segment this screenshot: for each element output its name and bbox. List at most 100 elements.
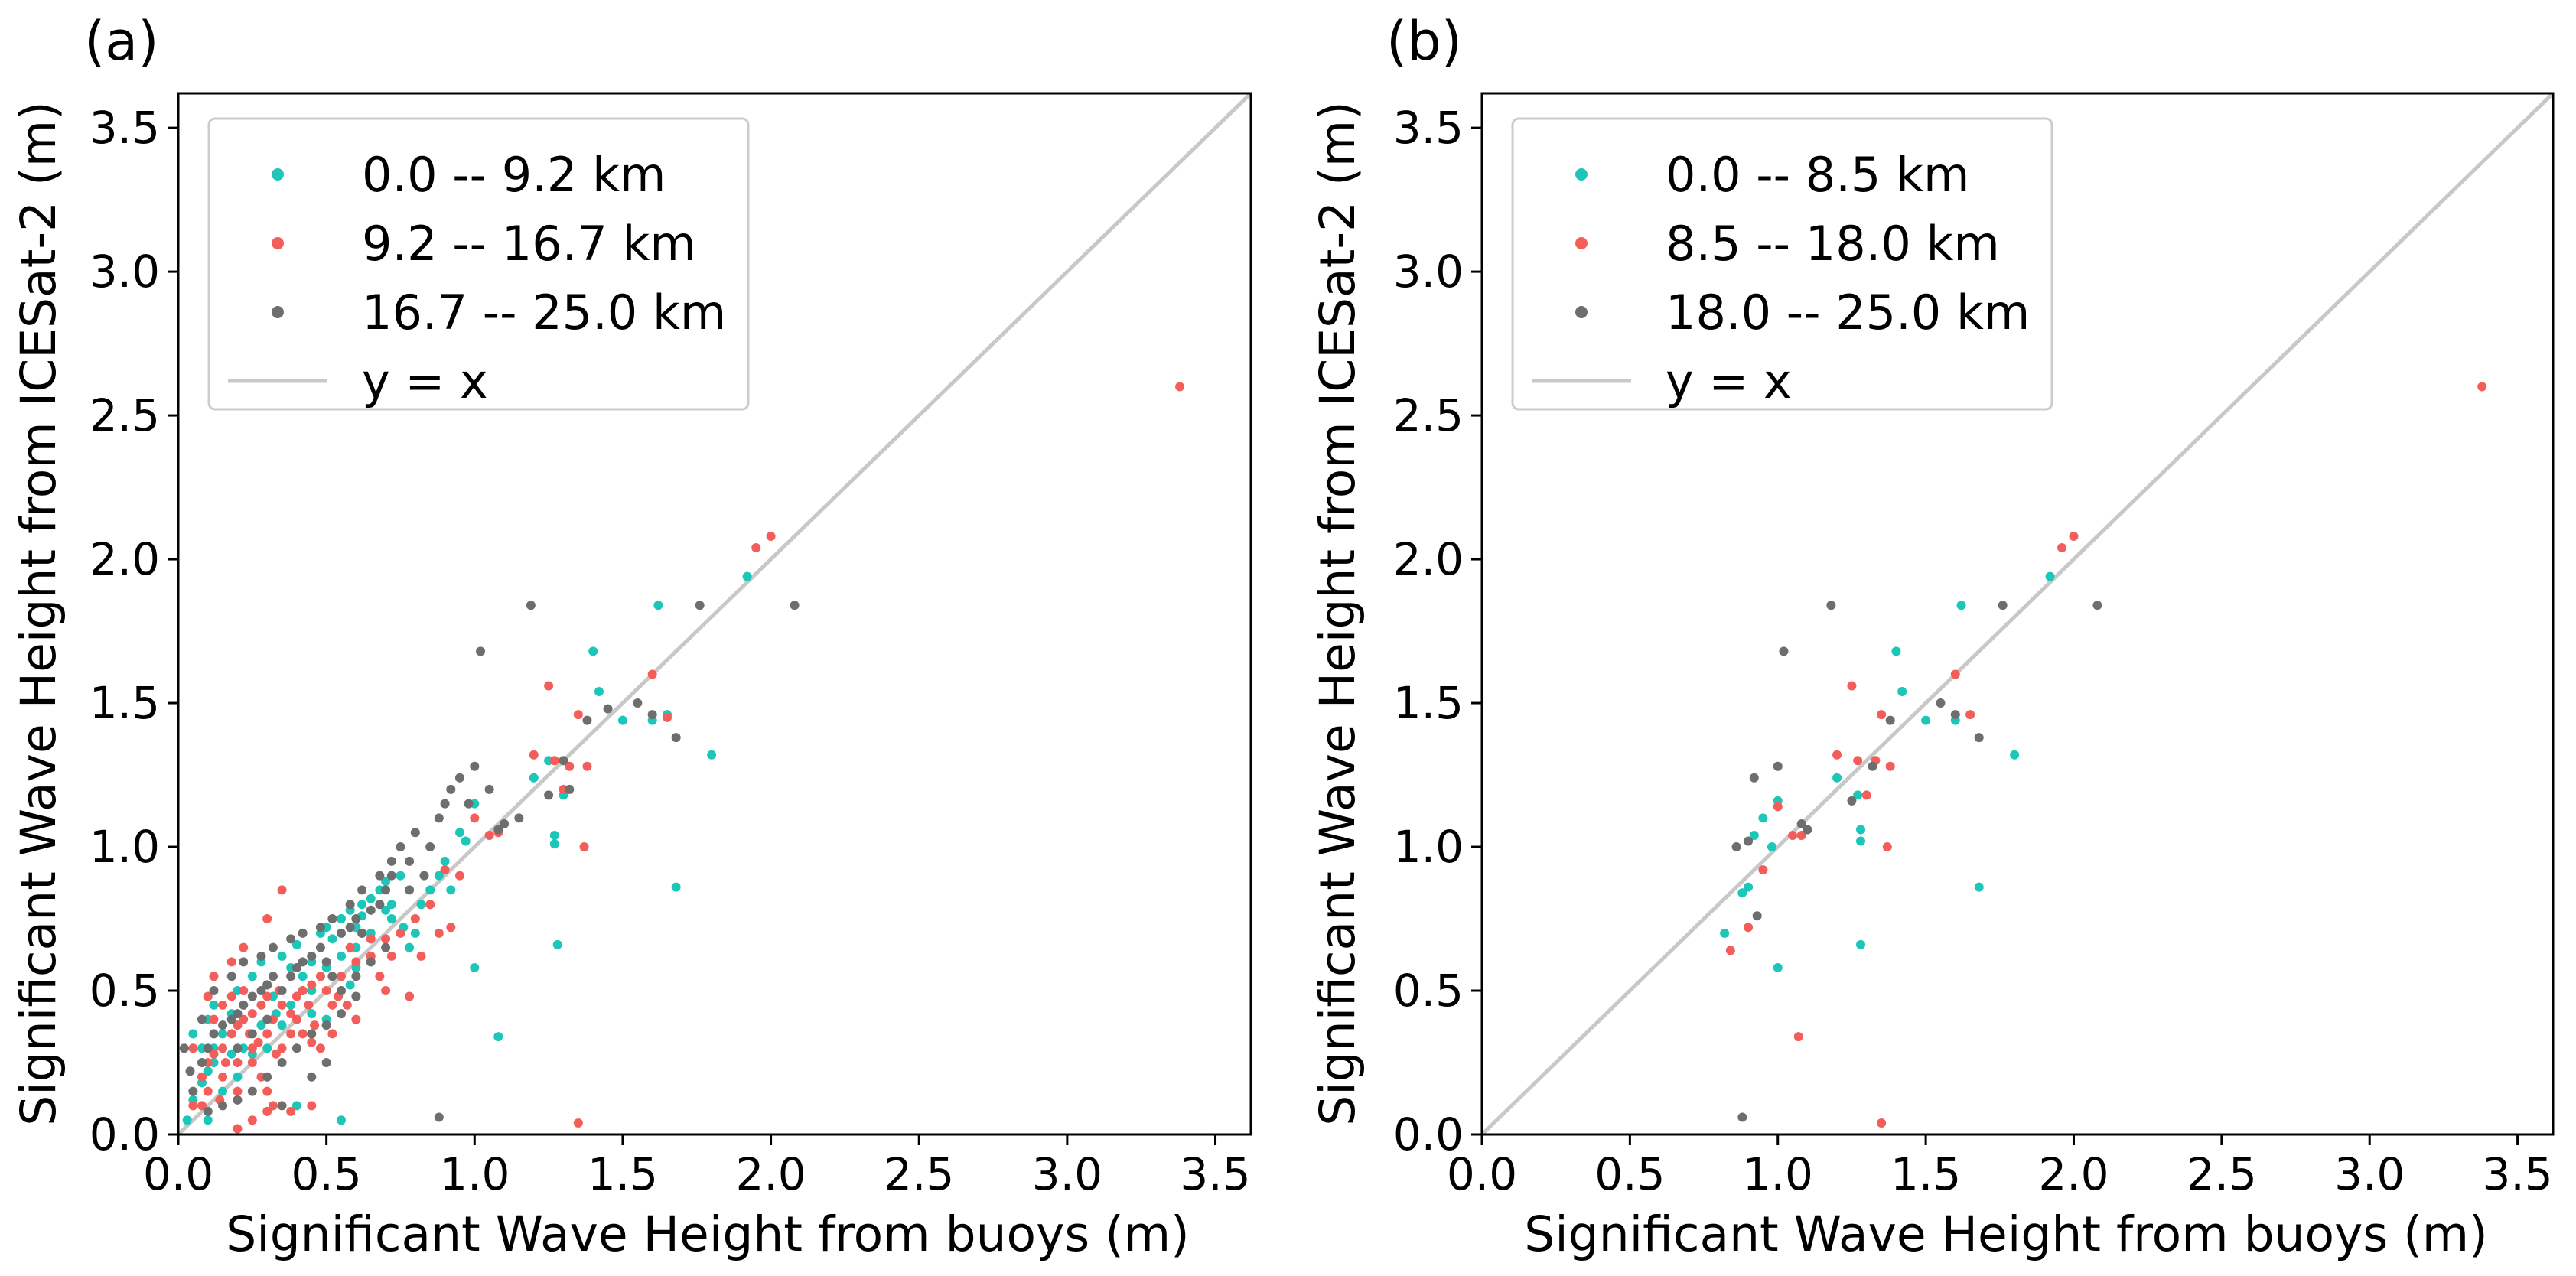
scatter-point-a-s2-17 <box>315 942 325 952</box>
scatter-point-b-s1-13 <box>1882 842 1892 852</box>
scatter-point-a-s1-40 <box>298 1029 308 1039</box>
scatter-point-a-s2-87 <box>307 1072 317 1082</box>
scatter-point-a-s1-66 <box>573 1118 583 1128</box>
scatter-point-a-s1-91 <box>307 1101 317 1111</box>
scatter-point-a-s1-25 <box>226 991 236 1001</box>
scatter-point-a-s1-16 <box>307 980 317 990</box>
scatter-point-a-s2-92 <box>179 1043 189 1053</box>
scatter-point-a-s2-49 <box>647 710 657 720</box>
scatter-point-a-s1-9 <box>256 1000 266 1010</box>
scatter-point-a-s1-20 <box>233 1058 243 1068</box>
scatter-point-a-s0-67 <box>386 914 396 924</box>
scatter-point-a-s1-17 <box>315 972 325 981</box>
scatter-point-a-s0-88 <box>461 836 471 846</box>
scatter-point-a-s0-30 <box>386 900 396 910</box>
scatter-point-a-s2-43 <box>544 790 554 800</box>
scatter-point-b-s1-19 <box>2069 531 2079 541</box>
y-tick-label-b-5: 2.5 <box>1393 389 1464 441</box>
scatter-point-b-s0-5 <box>1767 842 1777 852</box>
scatter-point-b-s1-17 <box>1965 710 1975 720</box>
scatter-point-a-s2-63 <box>337 986 347 996</box>
scatter-point-a-s2-83 <box>464 799 474 809</box>
scatter-point-a-s2-55 <box>218 1101 228 1111</box>
scatter-point-a-s1-95 <box>271 1049 281 1059</box>
scatter-point-a-s1-7 <box>239 1014 249 1024</box>
scatter-point-a-s2-20 <box>337 928 347 938</box>
scatter-point-a-s1-22 <box>262 1029 272 1039</box>
scatter-point-a-s2-10 <box>262 980 272 990</box>
scatter-point-a-s1-100 <box>416 951 426 961</box>
x-tick-label-b-2: 1.0 <box>1743 1148 1813 1200</box>
scatter-point-a-s2-47 <box>603 704 613 714</box>
scatter-point-a-s2-37 <box>476 646 486 656</box>
scatter-point-a-s1-59 <box>544 681 554 691</box>
scatter-point-a-s2-72 <box>268 942 278 952</box>
scatter-point-a-s0-73 <box>286 1000 296 1010</box>
scatter-point-b-s1-4 <box>1788 830 1798 840</box>
scatter-point-b-s0-13 <box>1891 646 1901 656</box>
scatter-point-a-s2-16 <box>307 951 317 961</box>
x-tick-label-b-4: 2.0 <box>2038 1148 2109 1200</box>
y-tick-label-b-3: 1.5 <box>1393 677 1464 729</box>
scatter-point-a-s2-29 <box>405 856 415 866</box>
axes-frame-b <box>1480 92 2555 1136</box>
y-tick-label-b-4: 2.0 <box>1393 533 1464 585</box>
scatter-point-a-s2-54 <box>203 1106 213 1116</box>
legend-marker-a-1 <box>272 237 284 249</box>
scatter-point-a-s2-2 <box>203 1043 213 1053</box>
y-tick-label-a-0: 0.0 <box>90 1108 160 1160</box>
panel-label-a: (a) <box>84 10 159 73</box>
scatter-point-a-s2-93 <box>185 1066 195 1076</box>
scatter-point-a-s1-32 <box>286 1029 296 1039</box>
x-tick-label-b-0: 0.0 <box>1447 1148 1517 1200</box>
scatter-point-a-s0-68 <box>405 942 415 952</box>
scatter-point-a-s1-27 <box>247 1058 257 1068</box>
scatter-point-a-s2-27 <box>386 871 396 881</box>
scatter-point-a-s1-76 <box>386 951 396 961</box>
scatter-point-a-s0-27 <box>366 894 376 903</box>
scatter-point-a-s0-7 <box>218 1029 228 1039</box>
reference-line-b <box>1482 93 2553 1134</box>
scatter-point-a-s2-80 <box>386 856 396 866</box>
scatter-point-a-s1-21 <box>247 1043 257 1053</box>
scatter-point-a-s1-47 <box>381 934 391 944</box>
scatter-point-a-s0-22 <box>327 934 337 944</box>
scatter-point-a-s2-28 <box>396 842 405 852</box>
x-tick-label-b-5: 2.5 <box>2187 1148 2257 1200</box>
scatter-point-a-s2-41 <box>514 813 524 823</box>
scatter-point-a-s1-97 <box>327 1029 337 1039</box>
scatter-point-b-s0-3 <box>1749 830 1759 840</box>
x-tick-label-a-6: 3.0 <box>1032 1148 1102 1200</box>
scatter-point-a-s1-53 <box>454 871 464 881</box>
x-tick-label-a-5: 2.5 <box>884 1148 954 1200</box>
scatter-point-a-s1-98 <box>342 1000 352 1010</box>
scatter-point-a-s1-65 <box>582 761 592 771</box>
legend-box-b <box>1511 117 2053 411</box>
scatter-point-a-s1-13 <box>286 1009 296 1019</box>
scatter-point-a-s1-45 <box>351 957 361 967</box>
scatter-point-a-s1-14 <box>291 991 301 1001</box>
scatter-point-b-s2-15 <box>1998 601 2008 610</box>
scatter-point-a-s1-30 <box>268 1101 278 1111</box>
scatter-point-a-s2-8 <box>247 991 257 1001</box>
legend-label-b-2: 18.0 -- 25.0 km <box>1666 285 2030 340</box>
scatter-point-a-s1-80 <box>226 957 236 967</box>
y-tick-label-a-4: 2.0 <box>90 533 160 585</box>
scatter-point-a-s1-78 <box>262 914 272 924</box>
scatter-point-b-s2-6 <box>1796 819 1806 828</box>
scatter-point-a-s2-39 <box>493 825 503 835</box>
y-tick-label-b-7: 3.5 <box>1393 102 1464 154</box>
scatter-point-a-s2-53 <box>434 1112 444 1122</box>
scatter-point-b-s2-11 <box>1885 715 1895 725</box>
scatter-point-a-s2-62 <box>321 1020 331 1030</box>
scatter-point-a-s2-18 <box>321 957 331 967</box>
scatter-point-a-s0-29 <box>381 877 391 887</box>
scatter-point-a-s2-70 <box>239 957 249 967</box>
scatter-point-a-s2-44 <box>559 756 568 766</box>
scatter-point-a-s2-14 <box>291 962 301 972</box>
plot-area-b: 0.0 0.5 1.0 1.5 2.0 2.5 3.0 3.5 0.0 0.5 1.0 1.5 2.0 2… <box>1393 92 2555 1200</box>
scatter-point-b-s2-12 <box>1936 698 1946 708</box>
x-axis-label-a: Significant Wave Height from buoys (m) <box>226 1206 1189 1262</box>
scatter-point-a-s0-57 <box>588 646 598 656</box>
